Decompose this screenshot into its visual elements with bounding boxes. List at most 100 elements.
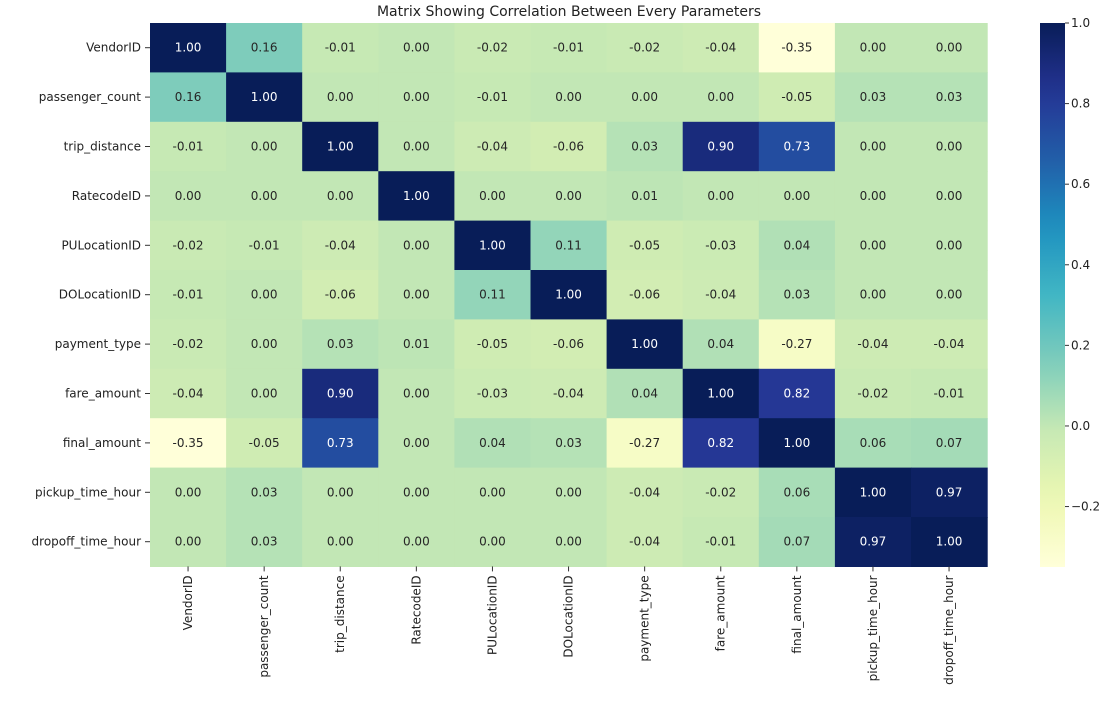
colorbar-tick-label: 0.4 bbox=[1071, 258, 1090, 272]
heatmap-cell bbox=[226, 467, 303, 518]
cell-value-label: 0.73 bbox=[783, 140, 810, 154]
cell-value-label: -0.04 bbox=[325, 238, 356, 252]
heatmap-cell bbox=[682, 418, 760, 469]
heatmap-cell bbox=[682, 368, 760, 419]
heatmap-cell bbox=[834, 319, 912, 370]
cell-value-label: 0.82 bbox=[707, 436, 734, 450]
cell-value-label: -0.05 bbox=[477, 337, 508, 351]
heatmap-cell bbox=[606, 467, 684, 518]
y-tick-label: RatecodeID bbox=[72, 189, 141, 203]
heatmap-cell bbox=[606, 418, 684, 469]
heatmap-cell bbox=[302, 72, 379, 123]
x-tick-label: dropoff_time_hour bbox=[942, 575, 956, 685]
heatmap-cell bbox=[150, 220, 227, 271]
cell-value-label: 0.00 bbox=[555, 535, 582, 549]
heatmap-cell bbox=[530, 368, 608, 419]
cell-value-label: 0.00 bbox=[403, 387, 430, 401]
cell-value-label: 0.03 bbox=[251, 485, 278, 499]
cell-value-label: 0.00 bbox=[860, 41, 887, 55]
cell-value-label: 0.00 bbox=[403, 140, 430, 154]
cell-value-label: 0.00 bbox=[251, 387, 278, 401]
cell-value-label: 1.00 bbox=[175, 41, 202, 55]
colorbar-tick-label: 0.8 bbox=[1071, 97, 1090, 111]
cell-value-label: 0.73 bbox=[327, 436, 354, 450]
heatmap-cell bbox=[834, 368, 912, 419]
cell-value-label: -0.02 bbox=[705, 485, 736, 499]
cell-value-label: 0.97 bbox=[936, 485, 963, 499]
heatmap-cell bbox=[911, 220, 988, 271]
x-tick-label: payment_type bbox=[638, 575, 652, 661]
heatmap-cell bbox=[758, 171, 836, 222]
cell-value-label: 0.00 bbox=[251, 140, 278, 154]
heatmap-cell bbox=[454, 368, 532, 419]
heatmap-cell bbox=[302, 418, 379, 469]
cell-value-label: -0.02 bbox=[173, 238, 204, 252]
heatmap-cell bbox=[758, 319, 836, 370]
heatmap-cell bbox=[758, 517, 836, 567]
cell-value-label: -0.04 bbox=[173, 387, 204, 401]
heatmap-cell bbox=[530, 467, 608, 518]
cell-value-label: 0.00 bbox=[707, 189, 734, 203]
cell-value-label: 0.97 bbox=[860, 535, 887, 549]
heatmap-cell bbox=[378, 171, 455, 222]
cell-value-label: 0.00 bbox=[936, 140, 963, 154]
heatmap-cell bbox=[606, 270, 684, 320]
cell-value-label: 1.00 bbox=[251, 90, 278, 104]
heatmap-cell bbox=[682, 467, 760, 518]
cell-value-label: 0.16 bbox=[251, 41, 278, 55]
heatmap-cell bbox=[758, 220, 836, 271]
heatmap-cell bbox=[530, 121, 608, 172]
heatmap-cell bbox=[530, 220, 608, 271]
cell-value-label: -0.27 bbox=[629, 436, 660, 450]
cell-value-label: 0.03 bbox=[555, 436, 582, 450]
cell-value-label: 0.16 bbox=[175, 90, 202, 104]
cell-value-label: 0.00 bbox=[936, 238, 963, 252]
cell-value-label: -0.01 bbox=[705, 535, 736, 549]
y-tick-label: DOLocationID bbox=[59, 288, 141, 302]
heatmap-cell bbox=[150, 171, 227, 222]
heatmap-cell bbox=[150, 23, 227, 73]
cell-value-label: -0.05 bbox=[781, 90, 812, 104]
heatmap-cell bbox=[454, 418, 532, 469]
heatmap-cell bbox=[758, 72, 836, 123]
heatmap-cell bbox=[150, 319, 227, 370]
heatmap-cell bbox=[454, 467, 532, 518]
cell-value-label: 1.00 bbox=[631, 337, 658, 351]
cell-value-label: 0.00 bbox=[631, 90, 658, 104]
y-tick-label: fare_amount bbox=[65, 387, 141, 401]
chart-title: Matrix Showing Correlation Between Every… bbox=[377, 4, 761, 20]
y-tick-label: PULocationID bbox=[61, 238, 141, 252]
cell-value-label: 0.00 bbox=[327, 189, 354, 203]
x-tick-label: trip_distance bbox=[333, 575, 347, 652]
cell-value-label: 0.00 bbox=[860, 238, 887, 252]
heatmap-cell bbox=[834, 270, 912, 320]
heatmap-cell bbox=[834, 23, 912, 73]
cell-value-label: 0.00 bbox=[403, 535, 430, 549]
cell-value-label: -0.35 bbox=[781, 41, 812, 55]
heatmap-cell-labels: 1.00 0.16 -0.01 0.00 -0.02 -0.01 -0.02 -0.04 -0.… bbox=[173, 41, 965, 549]
heatmap-cell bbox=[226, 72, 303, 123]
heatmap-cell bbox=[302, 368, 379, 419]
colorbar-tick-label: 1.0 bbox=[1071, 16, 1090, 30]
x-tick-label: RatecodeID bbox=[409, 575, 423, 644]
cell-value-label: 0.00 bbox=[479, 189, 506, 203]
cell-value-label: 0.06 bbox=[860, 436, 887, 450]
cell-value-label: 0.03 bbox=[327, 337, 354, 351]
cell-value-label: -0.01 bbox=[173, 288, 204, 302]
heatmap-cell bbox=[834, 171, 912, 222]
cell-value-label: 0.07 bbox=[936, 436, 963, 450]
cell-value-label: 0.00 bbox=[555, 189, 582, 203]
cell-value-label: 0.07 bbox=[783, 535, 810, 549]
heatmap-cell bbox=[834, 517, 912, 567]
cell-value-label: 0.01 bbox=[403, 337, 430, 351]
cell-value-label: 0.00 bbox=[175, 485, 202, 499]
heatmap-cell bbox=[378, 467, 455, 518]
heatmap-cell bbox=[682, 72, 760, 123]
heatmap-cell bbox=[226, 220, 303, 271]
cell-value-label: 0.00 bbox=[175, 535, 202, 549]
cell-value-label: -0.03 bbox=[705, 238, 736, 252]
heatmap-cell bbox=[226, 121, 303, 172]
cell-value-label: 0.90 bbox=[327, 387, 354, 401]
cell-value-label: -0.01 bbox=[173, 140, 204, 154]
heatmap-cell bbox=[606, 23, 684, 73]
